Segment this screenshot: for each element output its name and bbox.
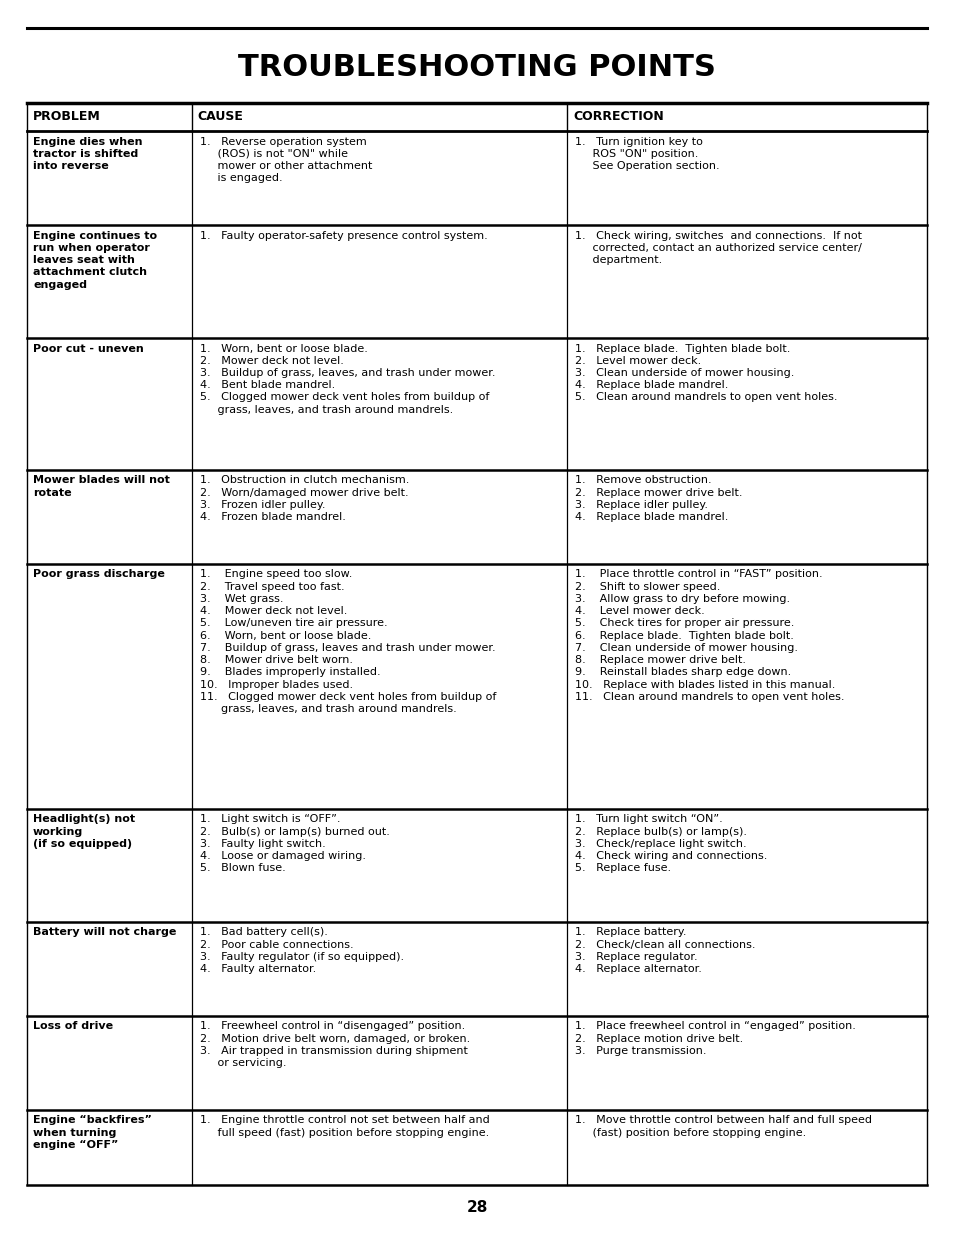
Text: 1.   Check wiring, switches  and connections.  If not
     corrected, contact an: 1. Check wiring, switches and connection… xyxy=(575,231,862,266)
Text: 1.   Faulty operator-safety presence control system.: 1. Faulty operator-safety presence contr… xyxy=(199,231,487,241)
Text: 1.    Place throttle control in “FAST” position.
2.    Shift to slower speed.
3.: 1. Place throttle control in “FAST” posi… xyxy=(575,569,843,701)
Text: Engine “backfires”
when turning
engine “OFF”: Engine “backfires” when turning engine “… xyxy=(33,1115,152,1150)
Text: 1.   Worn, bent or loose blade.
2.   Mower deck not level.
3.   Buildup of grass: 1. Worn, bent or loose blade. 2. Mower d… xyxy=(199,343,495,415)
Text: Loss of drive: Loss of drive xyxy=(33,1021,113,1031)
Text: 1.   Light switch is “OFF”.
2.   Bulb(s) or lamp(s) burned out.
3.   Faulty ligh: 1. Light switch is “OFF”. 2. Bulb(s) or … xyxy=(199,814,389,873)
Text: 28: 28 xyxy=(466,1199,487,1214)
Text: Poor cut - uneven: Poor cut - uneven xyxy=(33,343,144,353)
Text: 1.   Move throttle control between half and full speed
     (fast) position befo: 1. Move throttle control between half an… xyxy=(575,1115,871,1137)
Text: 1.   Replace battery.
2.   Check/clean all connections.
3.   Replace regulator.
: 1. Replace battery. 2. Check/clean all c… xyxy=(575,927,755,974)
Text: Poor grass discharge: Poor grass discharge xyxy=(33,569,165,579)
Text: 1.   Replace blade.  Tighten blade bolt.
2.   Level mower deck.
3.   Clean under: 1. Replace blade. Tighten blade bolt. 2.… xyxy=(575,343,837,403)
Text: 1.   Freewheel control in “disengaged” position.
2.   Motion drive belt worn, da: 1. Freewheel control in “disengaged” pos… xyxy=(199,1021,470,1068)
Text: 1.   Obstruction in clutch mechanism.
2.   Worn/damaged mower drive belt.
3.   F: 1. Obstruction in clutch mechanism. 2. W… xyxy=(199,475,409,522)
Text: TROUBLESHOOTING POINTS: TROUBLESHOOTING POINTS xyxy=(238,53,715,83)
Text: 1.   Place freewheel control in “engaged” position.
2.   Replace motion drive be: 1. Place freewheel control in “engaged” … xyxy=(575,1021,855,1056)
Text: 1.   Reverse operation system
     (ROS) is not "ON" while
     mower or other a: 1. Reverse operation system (ROS) is not… xyxy=(199,137,372,183)
Text: 1.   Turn ignition key to
     ROS "ON" position.
     See Operation section.: 1. Turn ignition key to ROS "ON" positio… xyxy=(575,137,719,172)
Text: CORRECTION: CORRECTION xyxy=(573,110,663,124)
Text: Engine dies when
tractor is shifted
into reverse: Engine dies when tractor is shifted into… xyxy=(33,137,142,172)
Text: PROBLEM: PROBLEM xyxy=(33,110,101,124)
Text: 1.   Bad battery cell(s).
2.   Poor cable connections.
3.   Faulty regulator (if: 1. Bad battery cell(s). 2. Poor cable co… xyxy=(199,927,403,974)
Text: 1.   Remove obstruction.
2.   Replace mower drive belt.
3.   Replace idler pulle: 1. Remove obstruction. 2. Replace mower … xyxy=(575,475,741,522)
Text: Mower blades will not
rotate: Mower blades will not rotate xyxy=(33,475,170,498)
Text: 1.    Engine speed too slow.
2.    Travel speed too fast.
3.    Wet grass.
4.   : 1. Engine speed too slow. 2. Travel spee… xyxy=(199,569,496,714)
Text: 1.   Engine throttle control not set between half and
     full speed (fast) pos: 1. Engine throttle control not set betwe… xyxy=(199,1115,489,1137)
Text: CAUSE: CAUSE xyxy=(197,110,243,124)
Text: Headlight(s) not
working
(if so equipped): Headlight(s) not working (if so equipped… xyxy=(33,814,135,848)
Text: Engine continues to
run when operator
leaves seat with
attachment clutch
engaged: Engine continues to run when operator le… xyxy=(33,231,157,289)
Text: Battery will not charge: Battery will not charge xyxy=(33,927,176,937)
Text: 1.   Turn light switch “ON”.
2.   Replace bulb(s) or lamp(s).
3.   Check/replace: 1. Turn light switch “ON”. 2. Replace bu… xyxy=(575,814,766,873)
